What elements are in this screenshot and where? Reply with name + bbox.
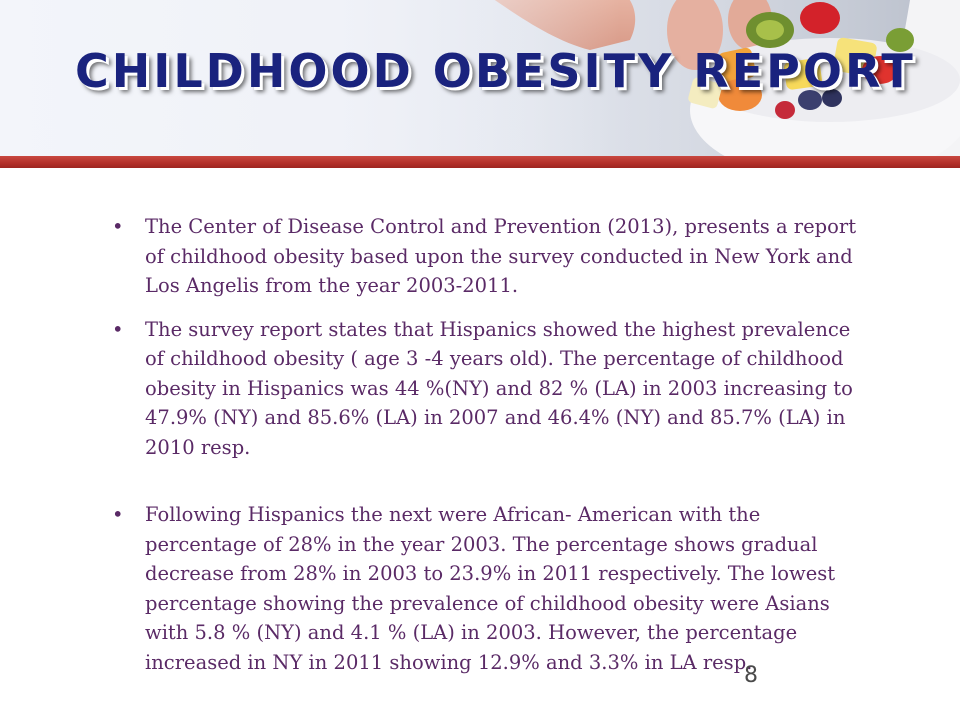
slide-title: Childhood Obesity Report xyxy=(75,44,916,98)
header-banner: Childhood Obesity Report xyxy=(0,0,960,158)
bullet-text: The Center of Disease Control and Preven… xyxy=(145,215,857,297)
bullet-text: Following Hispanics the next were Africa… xyxy=(145,503,836,674)
bullet-marker: • xyxy=(112,317,124,341)
bullet-marker: • xyxy=(112,215,124,238)
bullet-item: • The Center of Disease Control and Prev… xyxy=(112,212,872,301)
header-fade xyxy=(0,0,620,158)
bullet-marker: • xyxy=(112,503,124,526)
bullet-text: The survey report states that Hispanics … xyxy=(145,317,853,459)
bullet-item: • The survey report states that Hispanic… xyxy=(112,315,872,463)
page-number: 8 xyxy=(744,663,758,688)
fruit-bowl-photo xyxy=(440,0,960,158)
bullet-item: • Following Hispanics the next were Afri… xyxy=(112,500,872,677)
accent-bar xyxy=(0,156,960,168)
bullet-list: • The Center of Disease Control and Prev… xyxy=(112,212,872,677)
